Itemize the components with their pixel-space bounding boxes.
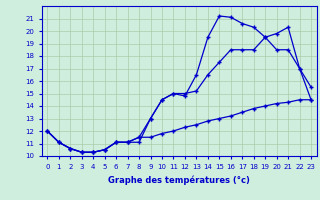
X-axis label: Graphe des températures (°c): Graphe des températures (°c) <box>108 175 250 185</box>
